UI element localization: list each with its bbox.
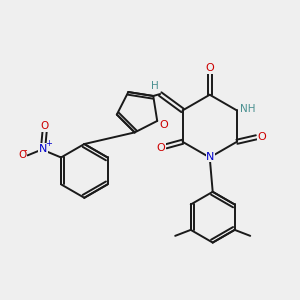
Text: H: H bbox=[151, 81, 159, 91]
Text: N: N bbox=[39, 143, 47, 154]
Text: O: O bbox=[205, 64, 214, 74]
Text: O: O bbox=[40, 121, 49, 131]
Text: NH: NH bbox=[241, 104, 256, 114]
Text: O: O bbox=[18, 150, 26, 161]
Text: -: - bbox=[23, 145, 27, 155]
Text: O: O bbox=[159, 119, 168, 130]
Text: N: N bbox=[206, 152, 214, 162]
Text: O: O bbox=[156, 143, 165, 153]
Text: +: + bbox=[45, 139, 52, 148]
Text: O: O bbox=[257, 132, 266, 142]
